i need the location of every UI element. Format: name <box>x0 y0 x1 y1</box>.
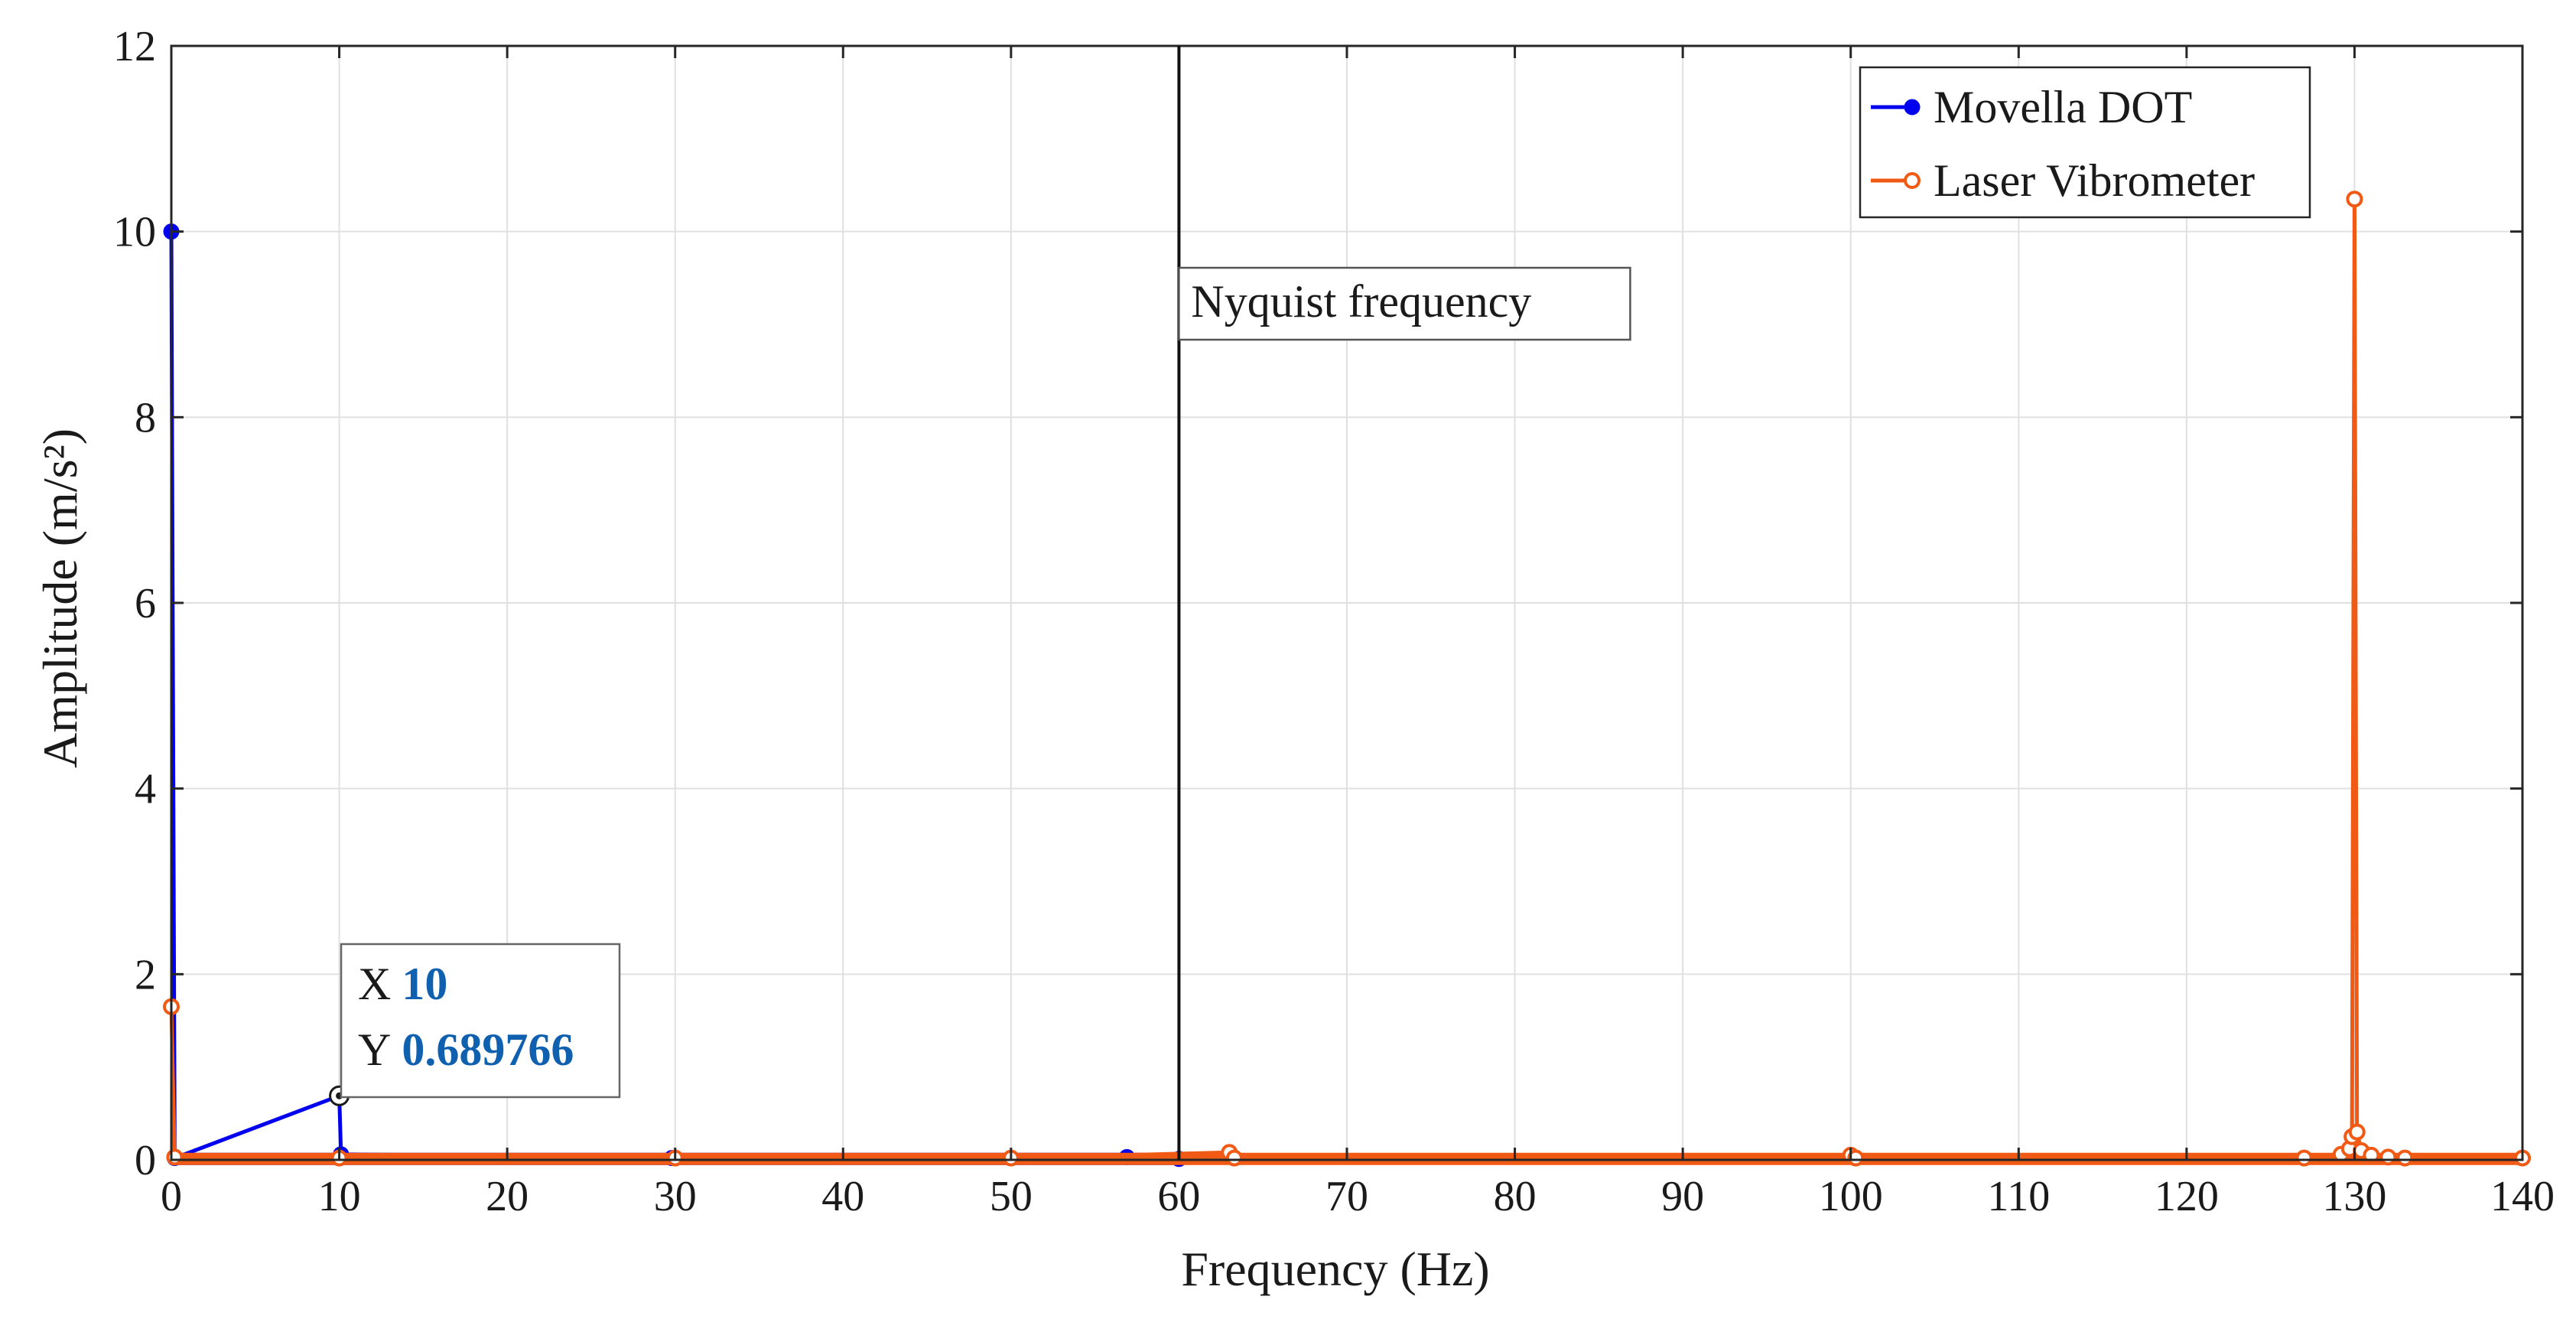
data-point <box>1225 1149 1243 1167</box>
x-tick-label: 30 <box>654 1173 697 1220</box>
data-point <box>2396 1149 2414 1167</box>
y-tick-label: 12 <box>113 23 156 70</box>
data-point <box>2295 1149 2313 1167</box>
x-tick-label: 10 <box>318 1173 361 1220</box>
y-tick-label: 2 <box>135 951 156 998</box>
datatip-y-row: Y 0.689766 <box>358 1024 574 1075</box>
x-tick-label: 100 <box>1819 1173 1883 1220</box>
data-point <box>166 1148 184 1166</box>
y-tick-label: 8 <box>135 394 156 441</box>
nyquist-label-box <box>1178 266 1631 341</box>
legend-swatch-marker <box>1904 172 1921 189</box>
legend-label: Laser Vibrometer <box>1934 155 2255 206</box>
datatip-x-value: 10 <box>402 959 447 1009</box>
x-tick-label: 40 <box>821 1173 864 1220</box>
legend-item: Movella DOT <box>1871 82 2192 132</box>
nyquist-label: Nyquist frequency <box>1191 276 1531 327</box>
x-tick-label: 80 <box>1494 1173 1537 1220</box>
x-tick-label: 60 <box>1157 1173 1200 1220</box>
y-tick-label: 10 <box>113 209 156 256</box>
axes: 0 10 20 30 40 50 60 70 80 90 100 110 120 130 140 0 2 4 6 8 1… <box>113 23 2555 1220</box>
legend: Movella DOT Laser Vibrometer <box>1859 66 2311 219</box>
y-tick-label: 6 <box>135 580 156 627</box>
datatip-y-value: 0.689766 <box>402 1024 574 1075</box>
data-point <box>2346 191 2363 208</box>
x-tick-label: 90 <box>1661 1173 1704 1220</box>
datatip-x-prefix: X <box>358 959 391 1009</box>
legend-swatch-marker <box>1904 99 1921 116</box>
x-tick-label: 0 <box>161 1173 182 1220</box>
datatip-box <box>340 943 621 1099</box>
x-tick-label: 120 <box>2155 1173 2219 1220</box>
y-axis-label: Amplitude (m/s²) <box>33 428 87 768</box>
data-point <box>1847 1149 1865 1167</box>
x-tick-label: 20 <box>486 1173 529 1220</box>
datatip-x-row: X 10 <box>358 959 447 1009</box>
data-point <box>2363 1146 2380 1164</box>
legend-box <box>1859 66 2311 219</box>
y-tick-label: 4 <box>135 766 156 813</box>
x-axis-label: Frequency (Hz) <box>1181 1242 1489 1296</box>
datatip-y-prefix: Y <box>358 1024 391 1075</box>
legend-item: Laser Vibrometer <box>1871 155 2255 206</box>
x-tick-label: 140 <box>2490 1173 2555 1220</box>
y-tick-label: 0 <box>135 1137 156 1184</box>
x-tick-label: 70 <box>1325 1173 1368 1220</box>
x-tick-label: 130 <box>2322 1173 2386 1220</box>
data-point <box>2348 1123 2366 1141</box>
x-tick-label: 50 <box>990 1173 1033 1220</box>
grid <box>171 46 2522 1160</box>
legend-label: Movella DOT <box>1934 82 2192 132</box>
data-point <box>2379 1148 2397 1166</box>
x-tick-label: 110 <box>1987 1173 2050 1220</box>
